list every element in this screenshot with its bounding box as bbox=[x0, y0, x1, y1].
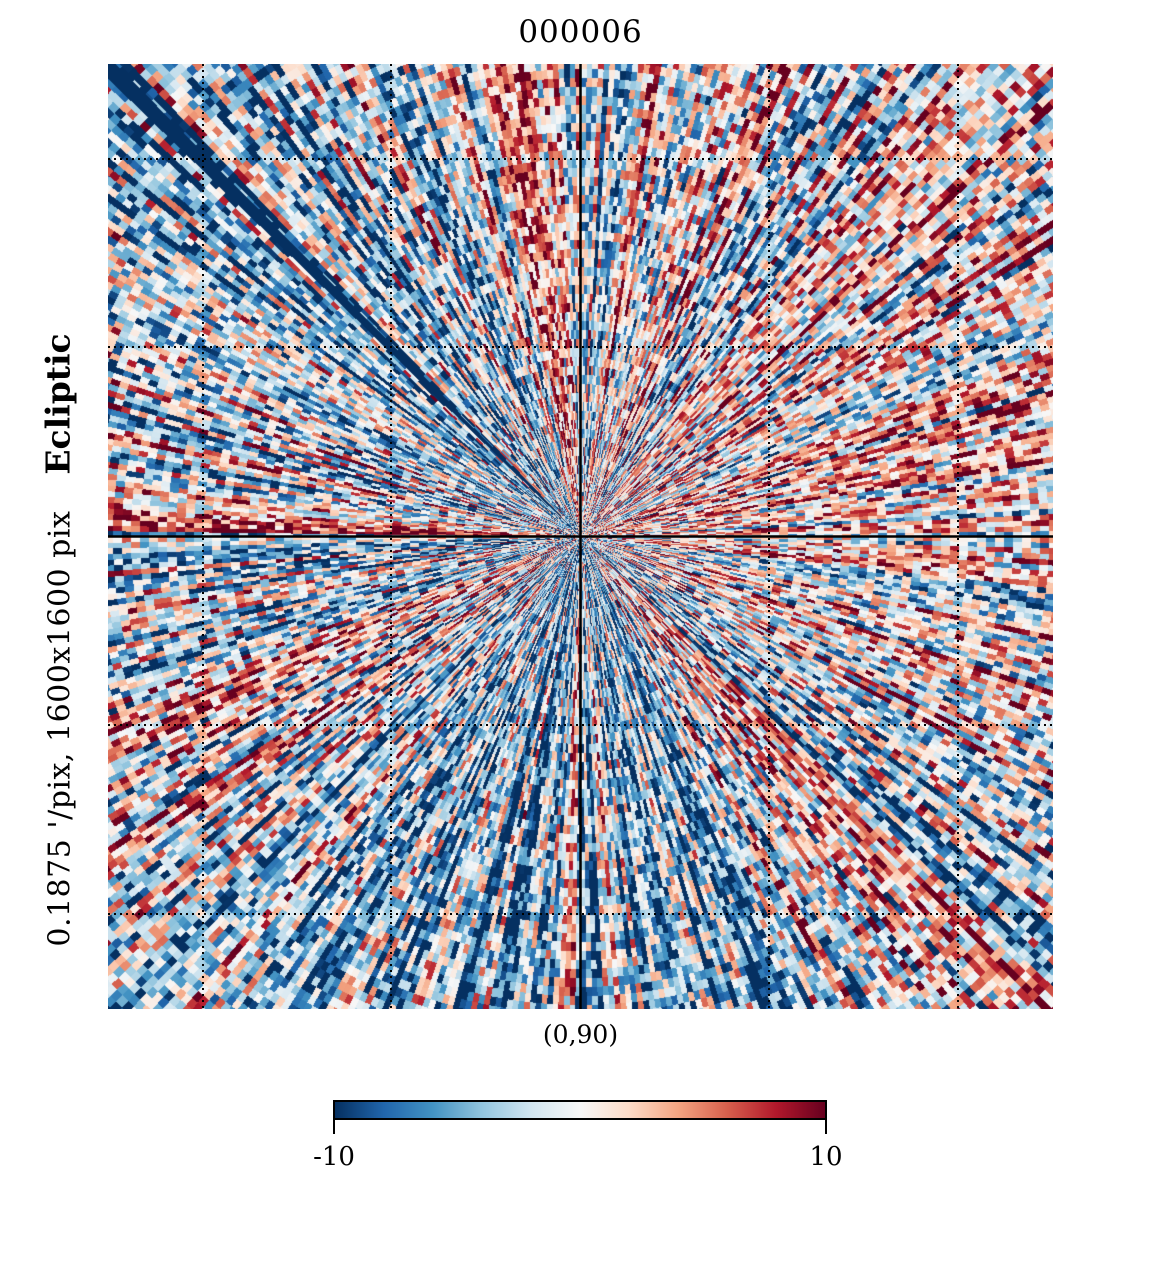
graticule-overlay bbox=[108, 64, 1053, 1009]
colorbar-min-tick bbox=[333, 1120, 335, 1134]
colorbar bbox=[333, 1100, 827, 1120]
coord-frame-label: Ecliptic bbox=[38, 333, 78, 475]
colorbar-min-label: -10 bbox=[313, 1142, 355, 1172]
center-coordinate-label: (0,90) bbox=[542, 1020, 619, 1049]
sky-map bbox=[108, 64, 1053, 1009]
map-title: 000006 bbox=[518, 14, 643, 50]
colorbar-max-tick bbox=[825, 1120, 827, 1134]
colorbar-max-label: 10 bbox=[809, 1142, 843, 1172]
resolution-label: 0.1875 '/pix, 1600x1600 pix bbox=[42, 510, 78, 947]
